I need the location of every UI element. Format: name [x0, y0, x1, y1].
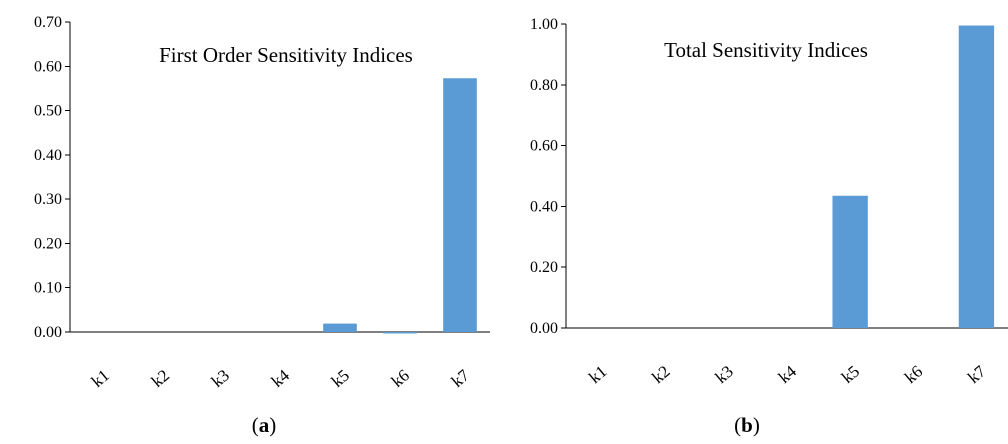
category-label-k7: k7: [448, 365, 474, 391]
chart-a-caption: (a): [252, 413, 277, 437]
y-tick-label: 0.00: [34, 324, 62, 341]
category-label-k3: k3: [208, 366, 233, 391]
category-label-k1: k1: [585, 362, 610, 387]
chart-a-axes: [65, 21, 490, 333]
category-label-k3: k3: [712, 362, 737, 387]
y-tick-label: 1.00: [530, 16, 558, 33]
y-tick-label: 0.60: [34, 58, 62, 75]
category-label-k2: k2: [148, 366, 173, 391]
y-tick-label: 0.40: [34, 147, 62, 164]
y-tick-label: 0.70: [34, 14, 62, 31]
category-label-k5: k5: [328, 366, 353, 391]
y-tick-label: 0.40: [530, 198, 558, 215]
chart-b-caption: (b): [734, 413, 760, 437]
y-tick-label: 0.50: [34, 103, 62, 120]
bar-k7: [443, 78, 477, 332]
y-tick-label: 0.20: [530, 259, 558, 276]
category-label-k6: k6: [388, 366, 413, 391]
y-tick-label: 0.00: [530, 320, 558, 337]
chart-b-title: Total Sensitivity Indices: [664, 38, 868, 62]
category-label-k4: k4: [775, 361, 801, 387]
bar-k5: [323, 323, 357, 332]
y-tick-label: 0.10: [34, 280, 62, 297]
y-tick-label: 0.30: [34, 191, 62, 208]
chart-b-labels: 0.00 0.20 0.40 0.60 0.80 1.00 k1 k2 k3 k4 k5 k6 k7: [530, 16, 990, 387]
chart-a-labels: 0.00 0.10 0.20 0.30 0.40 0.50 0.60 0.70 k1 k2 k3 k4…: [34, 14, 473, 391]
chart-b-bars: [832, 25, 995, 329]
category-label-k7: k7: [964, 361, 990, 387]
y-tick-label: 0.60: [530, 138, 558, 155]
chart-a-title: First Order Sensitivity Indices: [159, 43, 413, 67]
category-label-k1: k1: [88, 366, 113, 391]
bar-k5: [832, 195, 868, 328]
category-label-k5: k5: [838, 362, 863, 387]
bar-k7: [958, 25, 995, 329]
category-label-k2: k2: [648, 362, 673, 387]
y-tick-label: 0.20: [34, 235, 62, 252]
category-label-k4: k4: [268, 365, 294, 391]
bar-k6: [383, 332, 417, 334]
y-tick-label: 0.80: [530, 77, 558, 94]
chart-a-bars: [323, 78, 477, 334]
chart-b-axes: [561, 23, 1008, 329]
category-label-k6: k6: [901, 362, 926, 387]
